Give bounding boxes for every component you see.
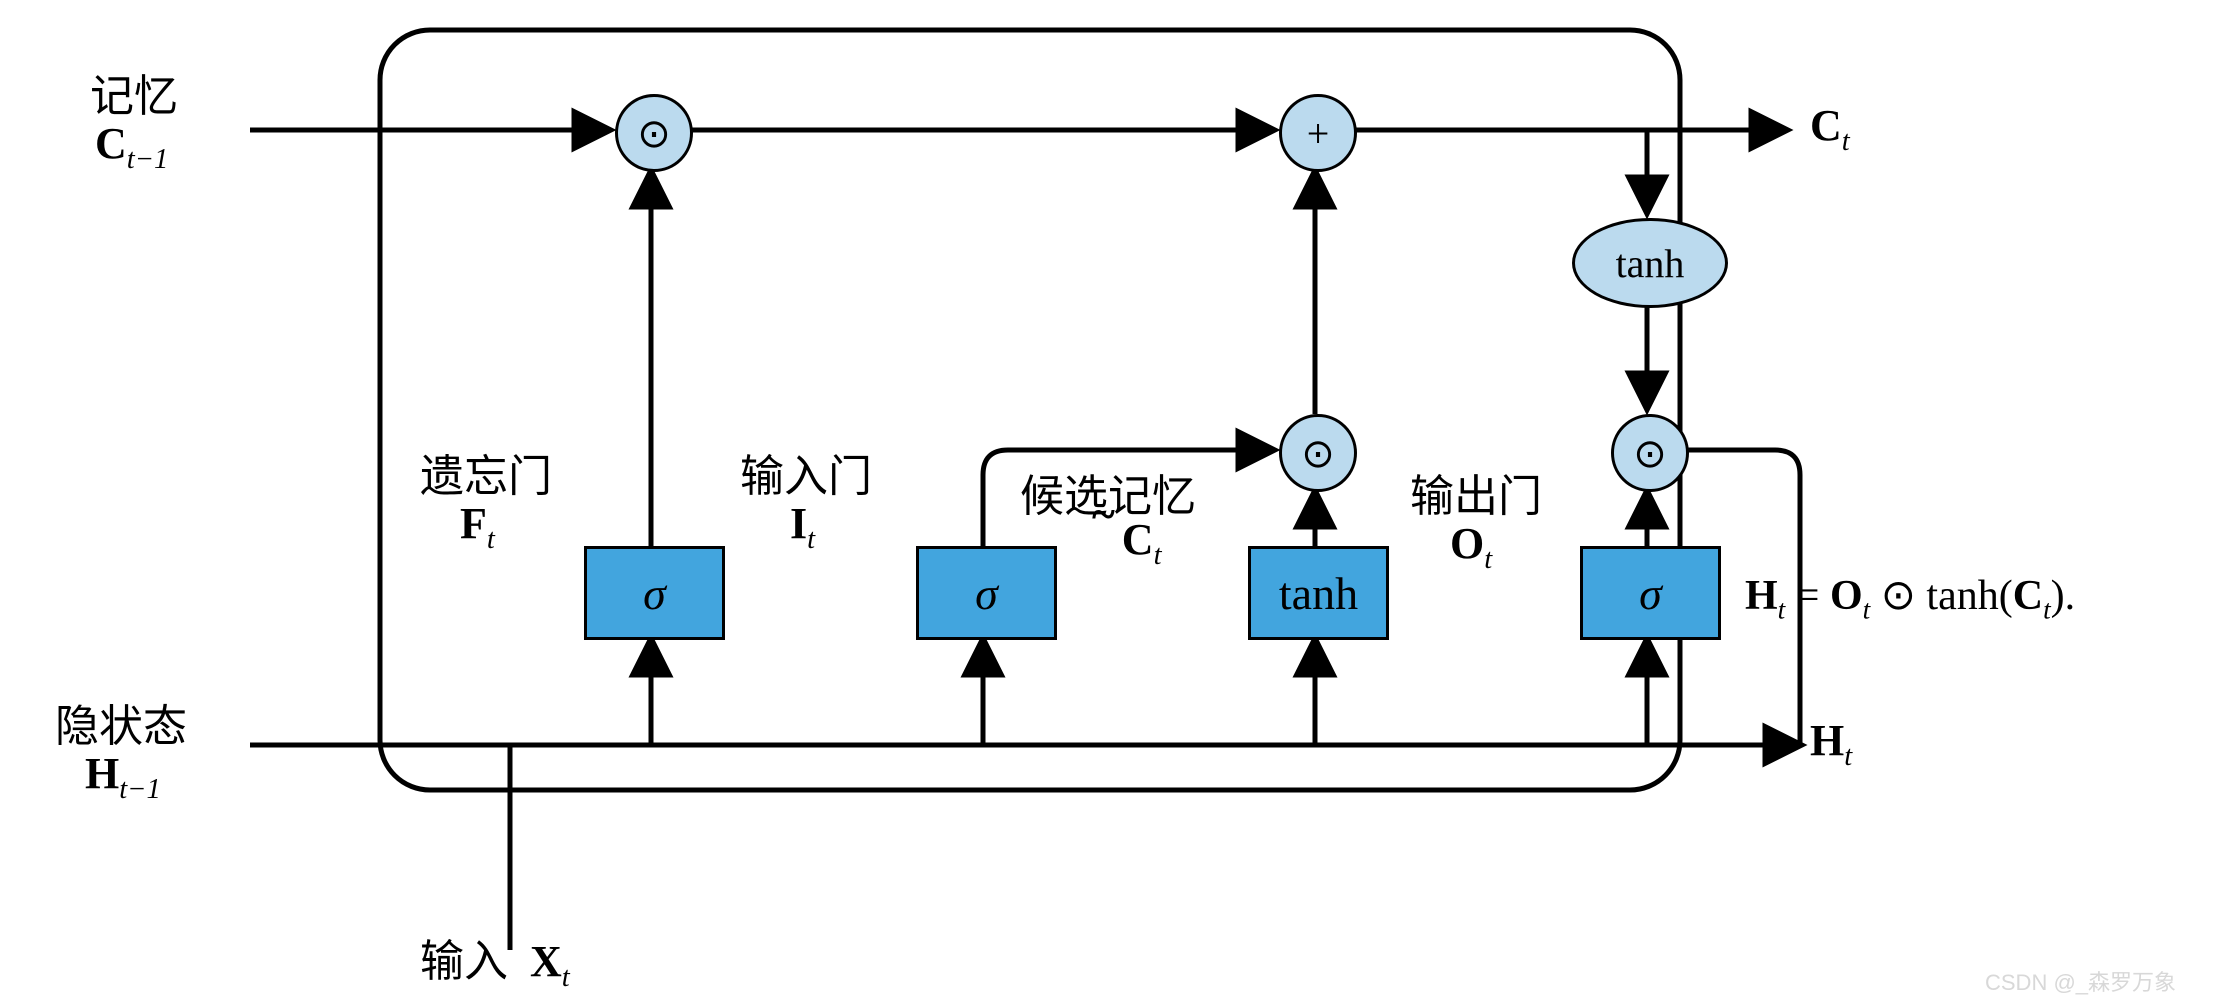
output-gate-box: σ [1580,546,1721,640]
mul-output-circle: ⊙ [1611,414,1689,492]
memory-in-title: 记忆 [90,60,178,124]
mul-output-icon: ⊙ [1633,430,1667,477]
output-gate-label: σ [1639,567,1662,620]
candidate-symbol: ~C̃Ct [1090,514,1162,572]
mul-input-icon: ⊙ [1301,430,1335,477]
mul-forget-icon: ⊙ [637,110,671,157]
watermark-text: CSDN @_森罗万象 [1985,965,2176,997]
tanh-ellipse-label: tanh [1616,240,1685,287]
candidate-gate-label: tanh [1279,567,1358,620]
output-gate-title: 输出门 [1410,460,1542,524]
lstm-cell-border [380,30,1680,790]
add-circle: + [1279,94,1357,172]
forget-title: 遗忘门 [420,440,552,504]
mul-forget-circle: ⊙ [615,94,693,172]
forget-gate-label: σ [643,567,666,620]
memory-in-symbol: Ct−1 [95,118,168,176]
input-gate-box: σ [916,546,1057,640]
hidden-in-symbol: Ht−1 [85,748,161,806]
forget-gate-box: σ [584,546,725,640]
mul-input-circle: ⊙ [1279,414,1357,492]
input-gate-label: σ [975,567,998,620]
candidate-gate-box: tanh [1248,546,1389,640]
hidden-out-symbol: Ht [1810,715,1852,773]
equation-label: Ht = Ot ⊙ tanh(Ct). [1745,570,2075,625]
input-title: 输入 Xt [420,925,570,994]
hidden-in-title: 隐状态 [55,690,187,754]
tanh-ellipse: tanh [1572,218,1728,308]
input-gate-symbol: It [790,498,815,556]
add-icon: + [1307,110,1330,157]
input-gate-title: 输入门 [740,440,872,504]
output-gate-symbol: Ot [1450,518,1492,576]
forget-symbol: Ft [460,498,495,556]
memory-out-symbol: Ct [1810,100,1850,158]
